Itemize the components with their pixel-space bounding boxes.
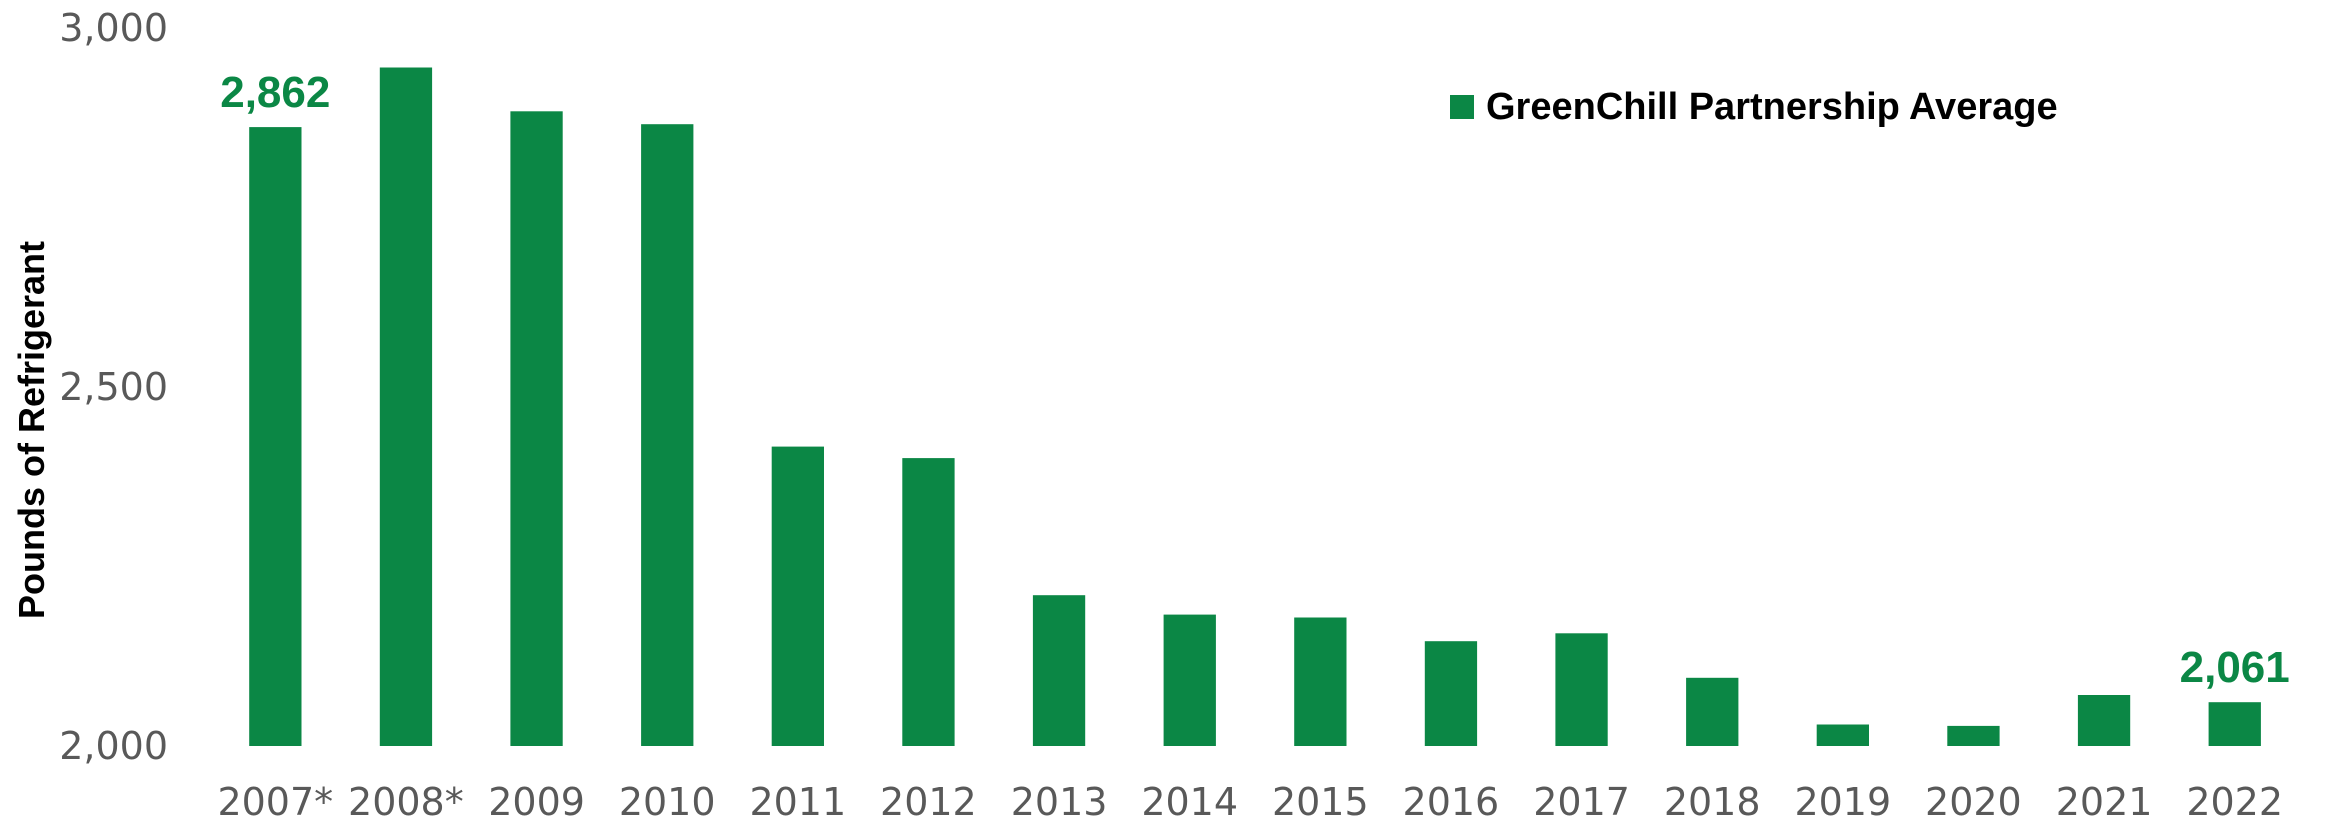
bars — [249, 67, 2261, 747]
legend-label: GreenChill Partnership Average — [1486, 86, 2058, 128]
y-axis-title: Pounds of Refrigerant — [11, 241, 52, 619]
bar — [1816, 724, 1869, 746]
bar — [510, 111, 563, 747]
x-tick-label: 2020 — [1925, 780, 2022, 824]
bar — [249, 127, 302, 747]
x-tick-label: 2022 — [2186, 780, 2283, 824]
bar — [902, 458, 955, 746]
legend: GreenChill Partnership Average — [1450, 86, 2058, 128]
bar — [1032, 595, 1086, 746]
y-axis-title-group: Pounds of Refrigerant — [11, 241, 52, 619]
bar — [1424, 641, 1478, 746]
x-tick-label: 2012 — [880, 780, 977, 824]
x-tick-label: 2010 — [619, 780, 716, 824]
x-tick-label: 2019 — [1794, 780, 1891, 824]
x-axis-ticks: 2007* 2008* 2009 2010 2011 2012 2013 2014 2015 20… — [217, 780, 2283, 824]
y-tick-label: 2,500 — [59, 365, 168, 409]
x-tick-label: 2009 — [488, 780, 585, 824]
x-tick-label: 2011 — [749, 780, 846, 824]
bar — [379, 67, 433, 746]
x-tick-label: 2021 — [2056, 780, 2153, 824]
bar — [1947, 725, 2000, 746]
bar — [1555, 633, 1608, 746]
bar — [771, 446, 824, 746]
bar — [2208, 702, 2261, 746]
x-tick-label: 2017 — [1533, 780, 1630, 824]
x-tick-label: 2013 — [1011, 780, 1108, 824]
x-tick-label: 2008* — [348, 780, 464, 824]
x-tick-label: 2016 — [1403, 780, 1500, 824]
bar — [2077, 695, 2131, 746]
bar — [1294, 617, 1347, 746]
x-tick-label: 2018 — [1664, 780, 1761, 824]
x-tick-label: 2007* — [217, 780, 333, 824]
bar — [641, 124, 694, 746]
bar — [1686, 677, 1739, 746]
x-tick-label: 2015 — [1272, 780, 1369, 824]
x-tick-label: 2014 — [1141, 780, 1238, 824]
bar — [1163, 614, 1216, 746]
data-label: 2,862 — [220, 68, 330, 117]
legend-swatch — [1450, 95, 1474, 119]
y-tick-label: 3,000 — [59, 6, 168, 50]
data-label: 2,061 — [2180, 643, 2290, 692]
y-tick-label: 2,000 — [59, 724, 168, 768]
data-labels: 2,862 2,061 — [220, 68, 2290, 692]
y-axis-ticks: 2,000 2,500 3,000 — [59, 6, 168, 768]
